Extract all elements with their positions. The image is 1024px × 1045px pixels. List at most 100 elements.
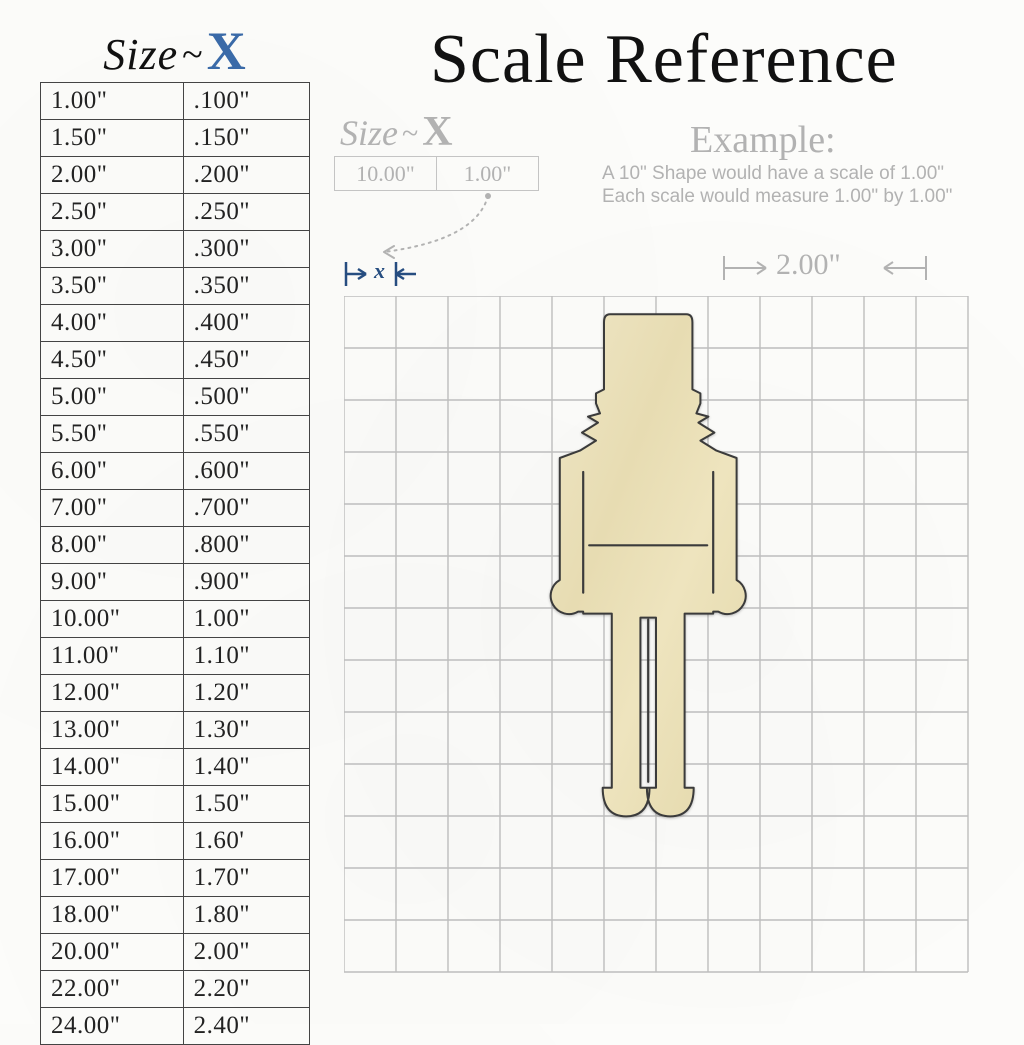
size-cell: 2.00" xyxy=(41,157,184,194)
x-cell: .600" xyxy=(183,453,309,490)
size-cell: 17.00" xyxy=(41,860,184,897)
table-row: 2.00".200" xyxy=(41,157,310,194)
dotted-pointer-arrow xyxy=(376,190,506,260)
sub-size-header: Size ~ X xyxy=(340,108,453,156)
table-row: 18.00"1.80" xyxy=(41,897,310,934)
size-cell: 7.00" xyxy=(41,490,184,527)
table-row: 10.00"1.00" xyxy=(41,601,310,638)
x-cell: 1.30" xyxy=(183,712,309,749)
x-gap-indicator: x xyxy=(344,260,422,288)
size-cell: 1.00" xyxy=(41,83,184,120)
x-cell: .250" xyxy=(183,194,309,231)
sub-size-word: Size xyxy=(340,113,398,153)
sub-header-x: X xyxy=(422,109,452,155)
x-cell: 1.60' xyxy=(183,823,309,860)
x-cell: .700" xyxy=(183,490,309,527)
table-row: 22.00"2.20" xyxy=(41,971,310,1008)
two-inch-label: 2.00" xyxy=(776,248,841,282)
table-row: 8.00".800" xyxy=(41,527,310,564)
x-cell: .350" xyxy=(183,268,309,305)
x-cell: 2.00" xyxy=(183,934,309,971)
size-cell: 1.50" xyxy=(41,120,184,157)
size-cell: 4.50" xyxy=(41,342,184,379)
size-cell: 16.00" xyxy=(41,823,184,860)
table-row: 5.50".550" xyxy=(41,416,310,453)
table-row: 16.00"1.60' xyxy=(41,823,310,860)
x-cell: 2.20" xyxy=(183,971,309,1008)
size-cell: 2.50" xyxy=(41,194,184,231)
sub-header-dash: ~ xyxy=(402,117,418,150)
size-cell: 20.00" xyxy=(41,934,184,971)
page-title: Scale Reference xyxy=(430,20,898,100)
table-row: 1.00".100" xyxy=(41,83,310,120)
x-cell: 1.00" xyxy=(183,601,309,638)
example-line-2: Each scale would measure 1.00" by 1.00" xyxy=(602,186,952,208)
size-table: 1.00".100"1.50".150"2.00".200"2.50".250"… xyxy=(40,82,310,1045)
x-cell: .100" xyxy=(183,83,309,120)
x-cell: .150" xyxy=(183,120,309,157)
size-cell: 10.00" xyxy=(41,601,184,638)
two-inch-indicator: 2.00" xyxy=(720,250,940,280)
table-row: 9.00".900" xyxy=(41,564,310,601)
table-row: 5.00".500" xyxy=(41,379,310,416)
table-row: 13.00"1.30" xyxy=(41,712,310,749)
table-row: 20.00"2.00" xyxy=(41,934,310,971)
x-cell: .900" xyxy=(183,564,309,601)
size-cell: 3.00" xyxy=(41,231,184,268)
example-title: Example: xyxy=(690,118,836,162)
table-row: 6.00".600" xyxy=(41,453,310,490)
size-header: Size ~ X xyxy=(40,20,310,82)
mini-cell-right: 1.00" xyxy=(437,157,539,191)
x-cell: .800" xyxy=(183,527,309,564)
x-cell: .550" xyxy=(183,416,309,453)
table-row: 4.50".450" xyxy=(41,342,310,379)
size-cell: 14.00" xyxy=(41,749,184,786)
table-row: 3.00".300" xyxy=(41,231,310,268)
table-row: 17.00"1.70" xyxy=(41,860,310,897)
size-cell: 11.00" xyxy=(41,638,184,675)
table-row: 11.00"1.10" xyxy=(41,638,310,675)
scale-grid xyxy=(344,296,970,1000)
table-row: 15.00"1.50" xyxy=(41,786,310,823)
size-cell: 22.00" xyxy=(41,971,184,1008)
size-cell: 18.00" xyxy=(41,897,184,934)
x-cell: 1.40" xyxy=(183,749,309,786)
x-cell: 2.40" xyxy=(183,1008,309,1045)
x-cell: 1.80" xyxy=(183,897,309,934)
size-cell: 4.00" xyxy=(41,305,184,342)
size-cell: 13.00" xyxy=(41,712,184,749)
header-dash: ~ xyxy=(182,34,203,76)
size-cell: 24.00" xyxy=(41,1008,184,1045)
x-cell: 1.10" xyxy=(183,638,309,675)
size-cell: 6.00" xyxy=(41,453,184,490)
x-cell: 1.20" xyxy=(183,675,309,712)
x-cell: 1.50" xyxy=(183,786,309,823)
table-row: 7.00".700" xyxy=(41,490,310,527)
x-cell: 1.70" xyxy=(183,860,309,897)
table-row: 1.50".150" xyxy=(41,120,310,157)
header-x: X xyxy=(207,21,247,81)
table-row: 2.50".250" xyxy=(41,194,310,231)
size-cell: 5.00" xyxy=(41,379,184,416)
x-cell: .450" xyxy=(183,342,309,379)
table-row: 14.00"1.40" xyxy=(41,749,310,786)
size-word: Size xyxy=(103,30,178,79)
example-line-1: A 10" Shape would have a scale of 1.00" xyxy=(602,163,944,185)
size-cell: 8.00" xyxy=(41,527,184,564)
table-row: 12.00"1.20" xyxy=(41,675,310,712)
mini-example-table: 10.00" 1.00" xyxy=(334,156,539,191)
size-cell: 9.00" xyxy=(41,564,184,601)
table-row: 4.00".400" xyxy=(41,305,310,342)
x-cell: .500" xyxy=(183,379,309,416)
size-cell: 5.50" xyxy=(41,416,184,453)
size-cell: 15.00" xyxy=(41,786,184,823)
size-cell: 3.50" xyxy=(41,268,184,305)
table-row: 3.50".350" xyxy=(41,268,310,305)
x-cell: .400" xyxy=(183,305,309,342)
x-gap-label: x xyxy=(374,258,385,284)
nutcracker-shape xyxy=(551,314,746,816)
x-cell: .200" xyxy=(183,157,309,194)
mini-cell-left: 10.00" xyxy=(335,157,437,191)
x-cell: .300" xyxy=(183,231,309,268)
table-row: 24.00"2.40" xyxy=(41,1008,310,1045)
